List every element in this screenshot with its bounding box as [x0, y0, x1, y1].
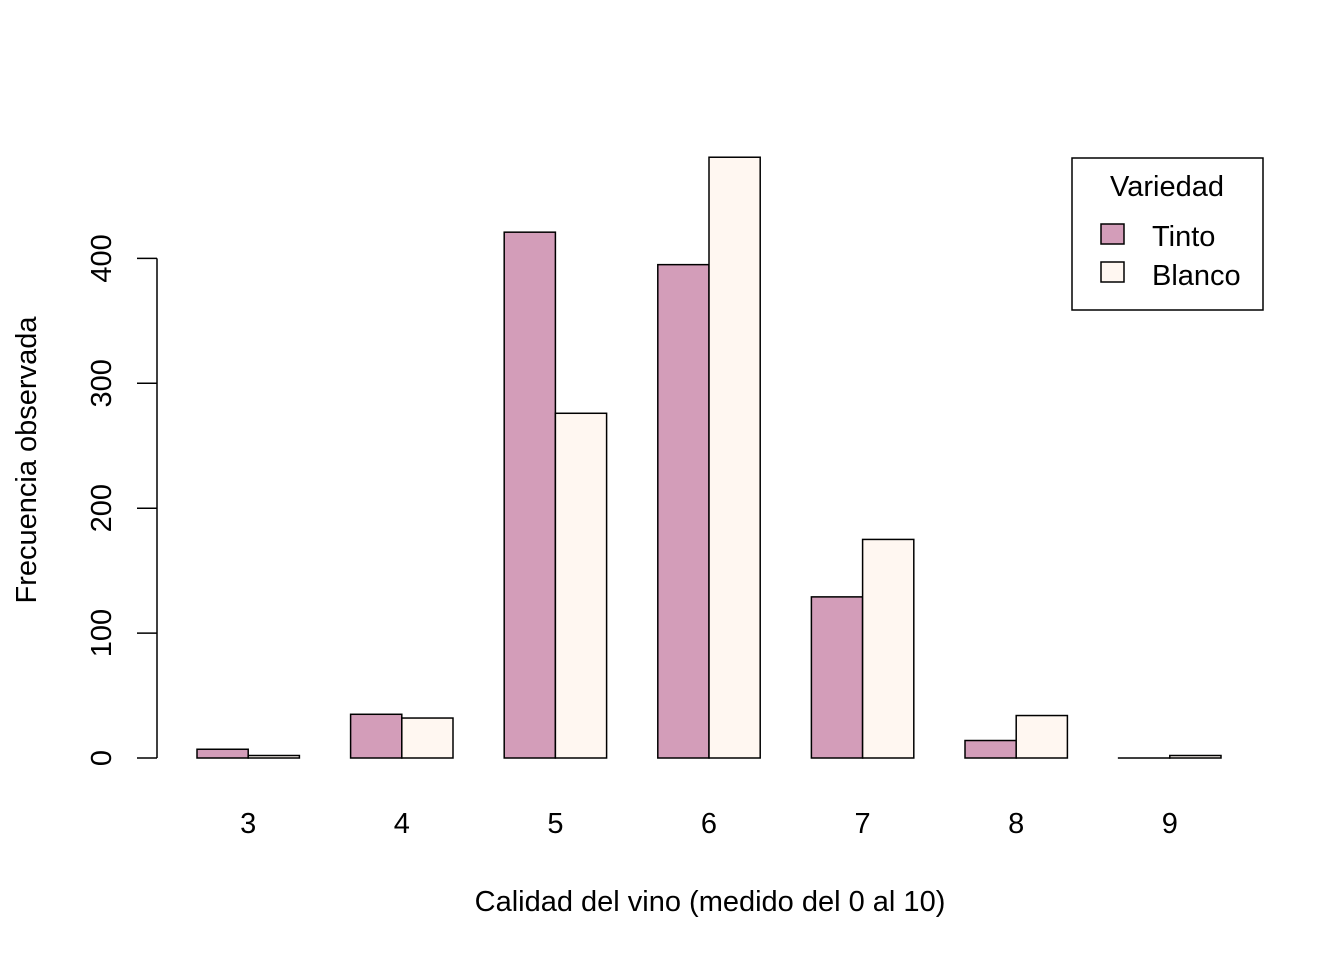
bar-tinto-4 [349, 713, 403, 759]
x-tick-label-7: 7 [855, 808, 871, 840]
y-tick-label-300: 300 [86, 359, 118, 407]
bar-blanco-4 [401, 717, 454, 759]
bar-blanco-8 [1015, 714, 1069, 759]
x-tick-label-5: 5 [547, 808, 563, 840]
bar-tinto-3 [196, 748, 249, 759]
bar-blanco-9 [1169, 754, 1222, 759]
bar-tinto-7 [810, 596, 864, 759]
legend-title: Variedad [1110, 171, 1224, 203]
y-axis: 0 100 200 300 400 [86, 234, 158, 766]
y-tick-label-200: 200 [86, 484, 118, 532]
legend: Variedad Tinto Blanco [1071, 157, 1264, 311]
bar-blanco-3 [247, 754, 301, 759]
bar-tinto-5 [503, 231, 557, 759]
bar-tinto-6 [657, 263, 710, 759]
y-axis-title: Frecuencia observada [11, 316, 43, 604]
bar-blanco-7 [861, 538, 915, 759]
y-tick-label-400: 400 [86, 234, 118, 282]
legend-swatch-blanco [1100, 261, 1125, 283]
y-tick-label-0: 0 [86, 750, 118, 766]
y-tick-label-100: 100 [86, 609, 118, 657]
bars-group [196, 156, 1222, 759]
bar-tinto-8 [964, 739, 1017, 759]
x-tick-labels: 3 4 5 6 7 8 9 [240, 808, 1178, 840]
legend-swatch-tinto [1100, 223, 1125, 245]
x-tick-label-8: 8 [1008, 808, 1024, 840]
x-tick-label-3: 3 [240, 808, 256, 840]
bar-blanco-5 [554, 412, 608, 759]
legend-label-tinto: Tinto [1152, 221, 1215, 253]
x-axis-title: Calidad del vino (medido del 0 al 10) [475, 886, 946, 918]
x-tick-label-4: 4 [394, 808, 410, 840]
x-tick-label-9: 9 [1162, 808, 1178, 840]
legend-label-blanco: Blanco [1152, 260, 1241, 292]
x-tick-label-6: 6 [701, 808, 717, 840]
bar-blanco-6 [708, 156, 761, 759]
